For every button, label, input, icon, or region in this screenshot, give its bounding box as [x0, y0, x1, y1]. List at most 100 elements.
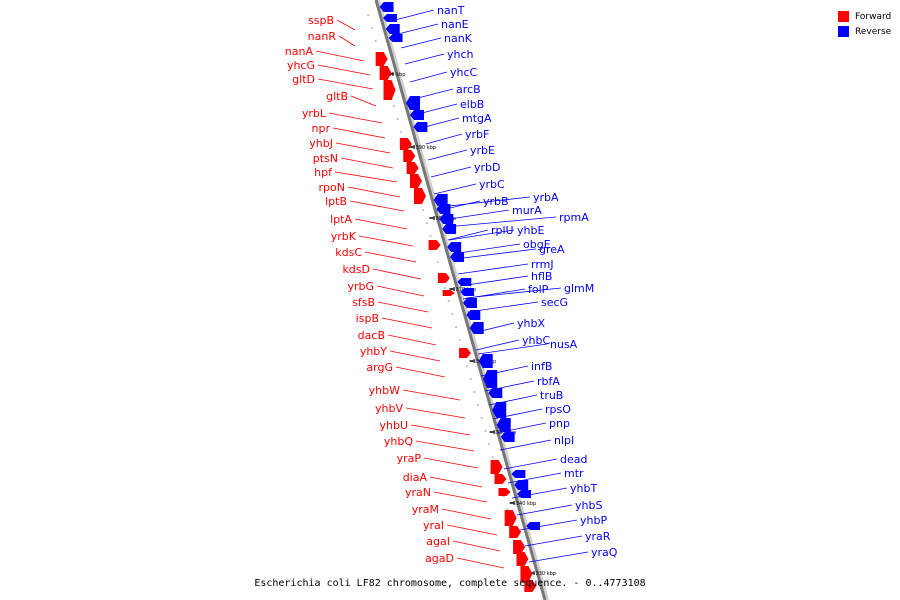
forward-gene-arrow: [520, 566, 533, 582]
forward-gene-label: nanR: [308, 30, 337, 43]
reverse-gene-arrow: [413, 122, 428, 132]
reverse-gene-label: arcB: [456, 83, 481, 96]
reverse-gene-label: murA: [512, 204, 542, 217]
reverse-leader-line: [492, 408, 543, 420]
forward-gene-arrow: [383, 80, 396, 100]
reverse-leader-line: [488, 394, 538, 406]
reverse-gene-arrow: [496, 418, 511, 432]
reverse-gene-arrow: [514, 480, 529, 490]
reverse-leader-line: [442, 209, 510, 221]
reverse-gene-label: yhbT: [570, 482, 597, 495]
forward-leader-line: [402, 389, 461, 401]
reverse-gene-label: yraQ: [591, 546, 618, 559]
forward-gene-arrow: [516, 552, 529, 566]
reverse-gene-label: rrmJ: [531, 258, 554, 271]
reverse-leader-line: [519, 519, 578, 531]
reverse-gene-label: truB: [540, 389, 563, 402]
reverse-leader-line: [409, 71, 448, 83]
forward-gene-label: nanA: [285, 45, 314, 58]
reverse-leader-line: [484, 380, 535, 392]
reverse-leader-line: [447, 229, 489, 241]
forward-gene-label: kdsD: [342, 263, 370, 276]
forward-gene-label: lptA: [330, 213, 352, 226]
reverse-leader-line: [394, 9, 435, 21]
forward-gene-arrow: [403, 150, 416, 162]
reverse-gene-label: obgE: [523, 238, 551, 251]
forward-gene-arrow: [428, 240, 441, 250]
reverse-gene-arrow: [379, 2, 394, 12]
reverse-leader-line: [459, 275, 529, 287]
forward-gene-label: yhbY: [360, 345, 387, 358]
reverse-gene-label: folP: [528, 283, 549, 296]
reverse-gene-arrow: [511, 470, 526, 478]
reverse-gene-label: nanE: [441, 18, 469, 31]
tick-label: 3400 kbp: [382, 72, 406, 78]
forward-gene-arrow: [524, 580, 537, 592]
reverse-gene-arrow: [388, 34, 403, 42]
reverse-gene-arrow: [406, 96, 421, 110]
reverse-gene-arrow: [409, 110, 424, 120]
reverse-gene-label: rpsO: [545, 403, 571, 416]
forward-leader-line: [376, 285, 425, 297]
forward-gene-arrow: [513, 540, 526, 554]
forward-swatch: [838, 11, 849, 22]
reverse-leader-line: [433, 183, 477, 195]
reverse-leader-line: [499, 439, 552, 451]
tick-label: 3390 kbp: [412, 145, 436, 151]
forward-gene-arrow: [494, 474, 507, 484]
reverse-gene-label: glmM: [564, 282, 594, 295]
forward-leader-line: [389, 350, 441, 362]
reverse-leader-line: [467, 301, 539, 313]
reverse-gene-label: pnp: [549, 417, 570, 430]
reverse-gene-arrow: [462, 298, 477, 308]
tick-label: 3340 kbp: [513, 501, 537, 507]
forward-gene-label: npr: [312, 122, 331, 135]
reverse-gene-label: yhbS: [575, 499, 602, 512]
forward-gene-label: rpoN: [319, 181, 345, 194]
reverse-gene-arrow: [492, 402, 507, 418]
reverse-gene-arrow: [433, 194, 448, 206]
forward-leader-line: [317, 78, 374, 90]
forward-leader-line: [332, 127, 386, 139]
reverse-leader-line: [430, 166, 472, 178]
reverse-gene-arrow: [517, 490, 532, 498]
forward-label: Forward: [855, 11, 892, 22]
reverse-gene-arrow: [500, 432, 515, 442]
reverse-leader-line: [496, 422, 547, 434]
reverse-gene-arrow: [478, 354, 493, 368]
reverse-leader-line: [528, 551, 589, 563]
reverse-gene-label: yhcC: [450, 66, 478, 79]
forward-gene-label: yhbQ: [384, 435, 413, 448]
reverse-gene-label: yrbE: [470, 144, 495, 157]
reverse-leader-line: [397, 23, 439, 35]
reverse-gene-label: dead: [560, 453, 587, 466]
forward-gene-arrow: [399, 138, 412, 150]
forward-leader-line: [405, 407, 466, 419]
legend: Forward Reverse: [838, 9, 891, 39]
forward-leader-line: [372, 268, 422, 280]
forward-gene-label: agaD: [425, 552, 454, 565]
reverse-gene-label: mtr: [564, 467, 584, 480]
forward-gene-label: sspB: [308, 14, 334, 27]
reverse-gene-arrow: [449, 252, 464, 262]
forward-gene-arrow: [498, 488, 511, 496]
forward-leader-line: [349, 200, 405, 212]
reverse-gene-label: mtgA: [462, 112, 492, 125]
reverse-leader-line: [454, 248, 537, 260]
legend-reverse: Reverse: [838, 24, 891, 39]
reverse-gene-label: yhbX: [517, 317, 545, 330]
forward-gene-label: sfsB: [352, 296, 375, 309]
reverse-leader-line: [400, 37, 442, 49]
reverse-gene-label: yhch: [447, 48, 474, 61]
reverse-gene-arrow: [447, 242, 462, 252]
forward-gene-label: agaI: [426, 535, 450, 548]
reverse-gene-label: nlpI: [554, 434, 574, 447]
reverse-gene-label: yrbD: [474, 161, 501, 174]
forward-gene-label: argG: [366, 361, 393, 374]
reverse-gene-arrow: [457, 278, 472, 286]
reverse-gene-label: nanT: [437, 4, 465, 17]
reverse-leader-line: [507, 472, 562, 484]
reverse-leader-line: [511, 487, 568, 499]
forward-gene-label: lptB: [325, 195, 347, 208]
